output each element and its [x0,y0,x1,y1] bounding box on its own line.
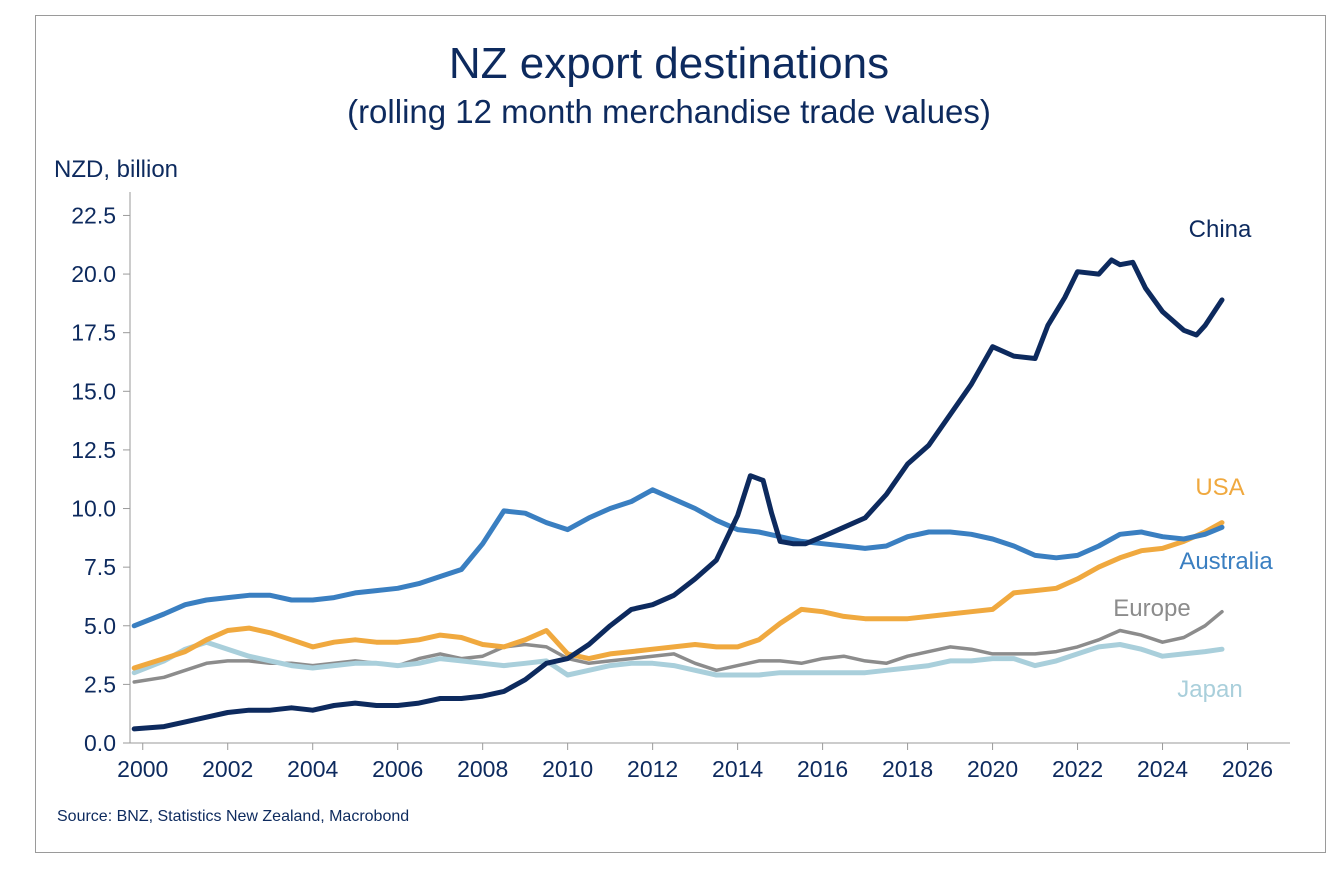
x-tick-label: 2024 [1137,756,1188,782]
y-tick-label: 17.5 [71,320,116,346]
y-tick-label: 15.0 [71,378,116,404]
series-line-usa [131,520,1225,671]
series-line-china [131,257,1225,732]
axes: 0.0 2.5 5.0 7.5 10.0 12.5 15.0 17.5 20.0 22.5 2000… [71,192,1290,782]
y-tick-label: 0.0 [84,730,116,756]
x-tick-label: 2022 [1052,756,1103,782]
series-labels: China USA Australia Europe Japan [1113,216,1273,703]
x-tick-label: 2012 [627,756,678,782]
chart-subtitle: (rolling 12 month merchandise trade valu… [347,93,991,130]
series-label-australia: Australia [1179,548,1273,575]
y-tick-label: 2.5 [84,671,116,697]
series-label-europe: Europe [1113,595,1190,622]
y-tick-label: 7.5 [84,554,116,580]
y-axis-label: NZD, billion [54,156,179,183]
x-tick-label: 2014 [712,756,763,782]
x-tick-label: 2020 [967,756,1018,782]
source-note: Source: BNZ, Statistics New Zealand, Mac… [57,808,410,825]
y-tick-label: 12.5 [71,437,116,463]
x-tick-label: 2006 [372,756,423,782]
x-tick-label: 2016 [797,756,848,782]
x-tick-label: 2000 [117,756,168,782]
x-tick-label: 2002 [202,756,253,782]
series-lines [131,257,1225,732]
y-tick-label: 20.0 [71,261,116,287]
x-tick-label: 2008 [457,756,508,782]
y-tick-label: 22.5 [71,202,116,228]
series-label-usa: USA [1195,474,1244,501]
chart-title: NZ export destinations [448,39,890,88]
series-label-japan: Japan [1177,676,1242,703]
series-line-australia [131,487,1225,629]
series-label-china: China [1189,216,1252,243]
y-tick-label: 5.0 [84,613,116,639]
x-tick-label: 2026 [1222,756,1273,782]
x-tick-label: 2004 [287,756,338,782]
series-line-japan [131,639,1225,678]
x-tick-label: 2010 [542,756,593,782]
chart-frame [35,15,1326,853]
x-tick-label: 2018 [882,756,933,782]
y-tick-label: 10.0 [71,496,116,522]
